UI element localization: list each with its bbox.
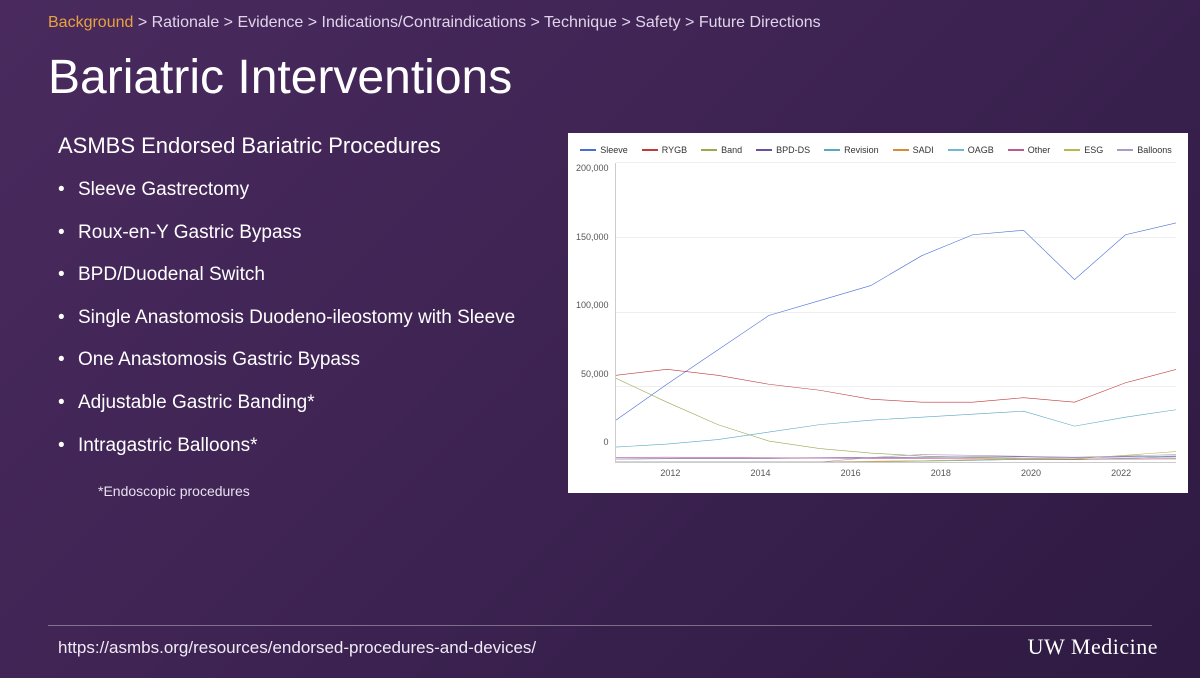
chart-legend: Sleeve RYGB Band BPD-DS Revision SADI OAGB Othe… — [576, 141, 1176, 163]
legend-swatch — [701, 149, 717, 151]
legend-item: SADI — [893, 145, 934, 155]
series-line — [616, 223, 1176, 420]
footnote: *Endoscopic procedures — [98, 483, 548, 499]
subtitle: ASMBS Endorsed Bariatric Procedures — [58, 133, 548, 159]
x-tick-label: 2020 — [1021, 468, 1041, 478]
y-tick-label: 150,000 — [576, 232, 609, 242]
x-tick-label: 2022 — [1111, 468, 1131, 478]
chart-body: 200,000 150,000 100,000 50,000 0 20122014201… — [576, 163, 1176, 463]
legend-item: Sleeve — [580, 145, 628, 155]
procedures-chart: Sleeve RYGB Band BPD-DS Revision SADI OAGB Othe… — [568, 133, 1188, 493]
x-tick-label: 2018 — [931, 468, 951, 478]
x-tick-label: 2012 — [660, 468, 680, 478]
x-axis: 2012 2014 2016 2018 2020 2022 — [616, 468, 1176, 478]
breadcrumb-item: Background — [48, 14, 133, 31]
legend-label: Other — [1028, 145, 1051, 155]
legend-item: OAGB — [948, 145, 994, 155]
legend-item: RYGB — [642, 145, 687, 155]
series-line — [616, 369, 1176, 402]
source-url: https://asmbs.org/resources/endorsed-pro… — [58, 638, 536, 658]
y-tick-label: 0 — [604, 437, 609, 447]
bullet-item: Adjustable Gastric Banding* — [58, 390, 548, 417]
breadcrumb-item: Safety — [635, 14, 680, 31]
bullet-item: Sleeve Gastrectomy — [58, 177, 548, 204]
legend-label: Band — [721, 145, 742, 155]
breadcrumb-item: Rationale — [152, 14, 220, 31]
x-tick-label: 2016 — [841, 468, 861, 478]
legend-label: RYGB — [662, 145, 687, 155]
footer-divider — [48, 625, 1152, 626]
legend-item: Other — [1008, 145, 1051, 155]
y-tick-label: 50,000 — [581, 369, 609, 379]
plot-area: 201220142016201820202022 — [615, 163, 1176, 463]
legend-swatch — [1008, 149, 1024, 151]
page-title: Bariatric Interventions — [0, 32, 1200, 105]
legend-swatch — [642, 149, 658, 151]
legend-label: BPD-DS — [776, 145, 810, 155]
legend-item: Band — [701, 145, 742, 155]
legend-item: BPD-DS — [756, 145, 810, 155]
legend-label: OAGB — [968, 145, 994, 155]
y-tick-label: 100,000 — [576, 300, 609, 310]
breadcrumb-item: Technique — [544, 14, 617, 31]
bullet-item: Intragastric Balloons* — [58, 433, 548, 460]
y-axis: 200,000 150,000 100,000 50,000 0 — [576, 163, 615, 463]
bullet-item: Single Anastomosis Duodeno-ileostomy wit… — [58, 305, 548, 332]
legend-label: Balloons — [1137, 145, 1172, 155]
bullet-item: One Anastomosis Gastric Bypass — [58, 347, 548, 374]
x-tick-label: 2014 — [751, 468, 771, 478]
bullet-item: BPD/Duodenal Switch — [58, 262, 548, 289]
legend-swatch — [756, 149, 772, 151]
bullet-item: Roux-en-Y Gastric Bypass — [58, 220, 548, 247]
breadcrumb-item: Evidence — [237, 14, 303, 31]
legend-swatch — [580, 149, 596, 151]
legend-item: Balloons — [1117, 145, 1172, 155]
legend-label: Sleeve — [600, 145, 628, 155]
series-line — [616, 410, 1176, 447]
breadcrumb: Background > Rationale > Evidence > Indi… — [0, 0, 1200, 32]
legend-item: Revision — [824, 145, 879, 155]
content-row: ASMBS Endorsed Bariatric Procedures Slee… — [0, 105, 1200, 499]
legend-swatch — [824, 149, 840, 151]
legend-label: SADI — [913, 145, 934, 155]
legend-swatch — [1117, 149, 1133, 151]
y-tick-label: 200,000 — [576, 163, 609, 173]
left-column: ASMBS Endorsed Bariatric Procedures Slee… — [58, 133, 548, 499]
legend-swatch — [948, 149, 964, 151]
legend-label: Revision — [844, 145, 879, 155]
legend-item: ESG — [1064, 145, 1103, 155]
breadcrumb-item: Future Directions — [699, 14, 821, 31]
chart-lines — [616, 163, 1176, 462]
legend-swatch — [893, 149, 909, 151]
bullet-list: Sleeve Gastrectomy Roux-en-Y Gastric Bypa… — [58, 177, 548, 459]
uw-medicine-logo: UW Medicine — [1028, 634, 1158, 660]
breadcrumb-item: Indications/Contraindications — [322, 14, 527, 31]
legend-swatch — [1064, 149, 1080, 151]
logo-text: UW Medicine — [1028, 634, 1158, 659]
legend-label: ESG — [1084, 145, 1103, 155]
